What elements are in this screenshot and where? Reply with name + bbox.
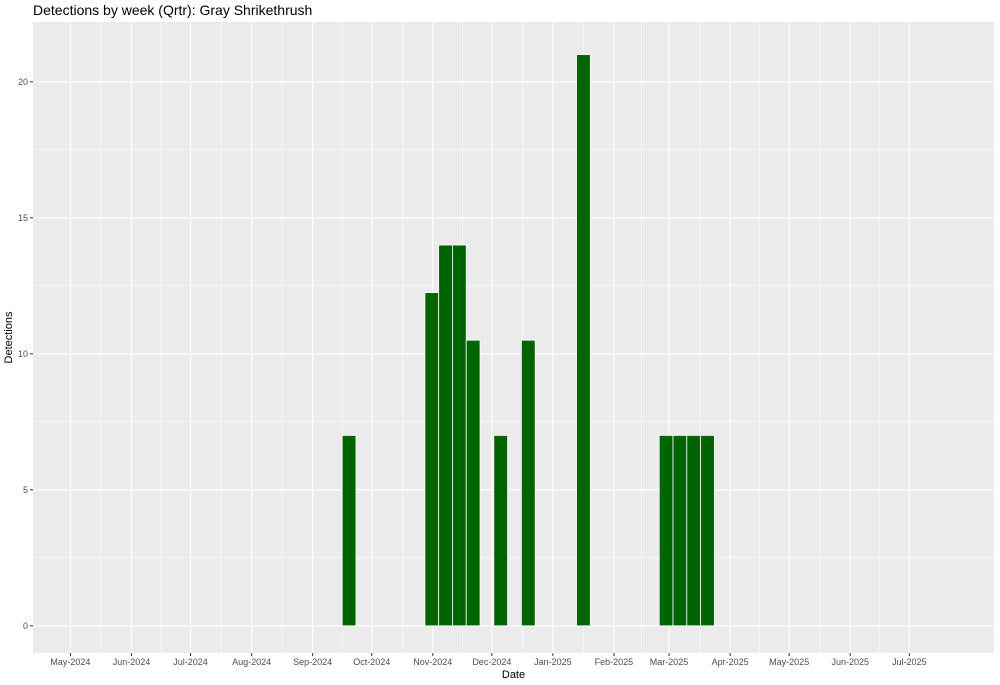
x-tick-label: Jul-2024 bbox=[173, 657, 208, 667]
bar bbox=[438, 244, 453, 627]
x-tick-label: Jul-2025 bbox=[892, 657, 927, 667]
y-tick-label: 10 bbox=[18, 349, 28, 359]
bar bbox=[576, 54, 591, 627]
y-tick-label: 15 bbox=[18, 213, 28, 223]
x-tick-label: Mar-2025 bbox=[650, 657, 689, 667]
y-tick-label: 5 bbox=[23, 485, 28, 495]
x-axis: May-2024 Jun-2024 Jul-2024 Aug-2024 Sep-2024… bbox=[50, 653, 927, 667]
bar bbox=[700, 435, 715, 627]
x-tick-label: Feb-2025 bbox=[595, 657, 634, 667]
x-tick-label: Jun-2024 bbox=[113, 657, 151, 667]
plot-panel bbox=[33, 22, 994, 653]
x-tick-label: Aug-2024 bbox=[232, 657, 271, 667]
y-axis-title: Detections bbox=[3, 311, 15, 363]
y-tick-label: 20 bbox=[18, 77, 28, 87]
x-tick-label: Apr-2025 bbox=[712, 657, 749, 667]
x-axis-title: Date bbox=[502, 669, 525, 681]
x-tick-label: Jan-2025 bbox=[534, 657, 572, 667]
x-tick-label: May-2025 bbox=[769, 657, 809, 667]
x-tick-label: Nov-2024 bbox=[413, 657, 452, 667]
x-tick-label: Jun-2025 bbox=[831, 657, 869, 667]
bar bbox=[452, 244, 467, 627]
x-tick-label: May-2024 bbox=[50, 657, 90, 667]
bar bbox=[686, 435, 701, 627]
bar bbox=[341, 435, 357, 627]
x-tick-label: Sep-2024 bbox=[293, 657, 332, 667]
bar bbox=[520, 339, 536, 627]
y-axis: 0 5 10 15 20 bbox=[18, 77, 33, 631]
bar bbox=[424, 292, 440, 627]
bar bbox=[672, 435, 688, 627]
bar bbox=[465, 339, 481, 627]
x-tick-label: Oct-2024 bbox=[353, 657, 390, 667]
bar-series bbox=[341, 54, 715, 627]
x-tick-label: Dec-2024 bbox=[472, 657, 511, 667]
bar bbox=[658, 435, 674, 627]
y-tick-label: 0 bbox=[23, 621, 28, 631]
chart-title: Detections by week (Qrtr): Gray Shriketh… bbox=[33, 2, 313, 18]
bar bbox=[493, 435, 508, 627]
major-gridlines bbox=[33, 22, 994, 653]
